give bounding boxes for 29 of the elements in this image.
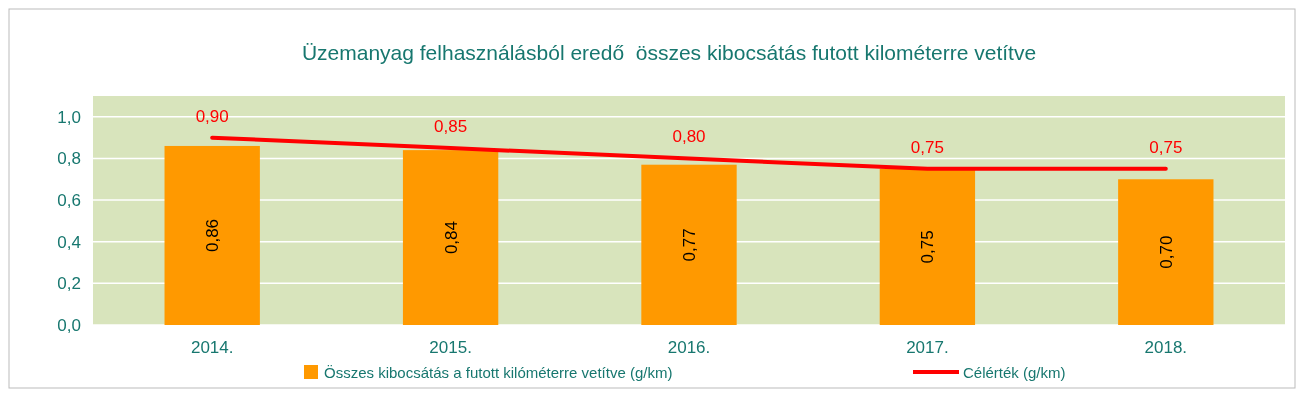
bar <box>402 150 499 325</box>
data-label: 0,75 <box>910 137 944 157</box>
y-tick-label: 0,8 <box>57 149 81 169</box>
x-tick-label: 2015. <box>429 338 472 357</box>
data-label: 0,85 <box>434 117 468 137</box>
y-tick-label: 0,2 <box>57 274 81 294</box>
data-label: 0,90 <box>195 106 229 126</box>
data-label: 0,84 <box>441 221 461 255</box>
bar <box>1118 179 1214 325</box>
data-label: 0,75 <box>918 230 938 264</box>
bar <box>641 164 737 325</box>
legend-label: Célérték (g/km) <box>963 364 1066 381</box>
y-tick-label: 1,0 <box>57 107 81 127</box>
data-label: 0,77 <box>679 228 699 262</box>
legend-label: Összes kibocsátás a futott kilóméterre vetítve (g/km) <box>324 364 673 381</box>
y-tick-label: 0,0 <box>57 315 81 335</box>
x-tick-label: 2017. <box>906 338 949 357</box>
x-tick-label: 2016. <box>667 338 711 357</box>
x-tick-label: 2018. <box>1144 338 1188 357</box>
bar <box>164 145 260 325</box>
x-tick-label: 2014. <box>190 338 234 357</box>
y-tick-label: 0,4 <box>57 232 81 252</box>
data-label: 0,75 <box>1149 137 1183 157</box>
data-label: 0,80 <box>672 127 706 147</box>
data-label: 0,86 <box>203 218 223 253</box>
y-tick-label: 0,6 <box>57 191 81 211</box>
data-label: 0,70 <box>1156 235 1176 269</box>
chart-title: Üzemanyag felhasználásból eredő összes kibocsátás futott kilométerre vetítve <box>301 41 1037 64</box>
bar <box>879 168 976 325</box>
